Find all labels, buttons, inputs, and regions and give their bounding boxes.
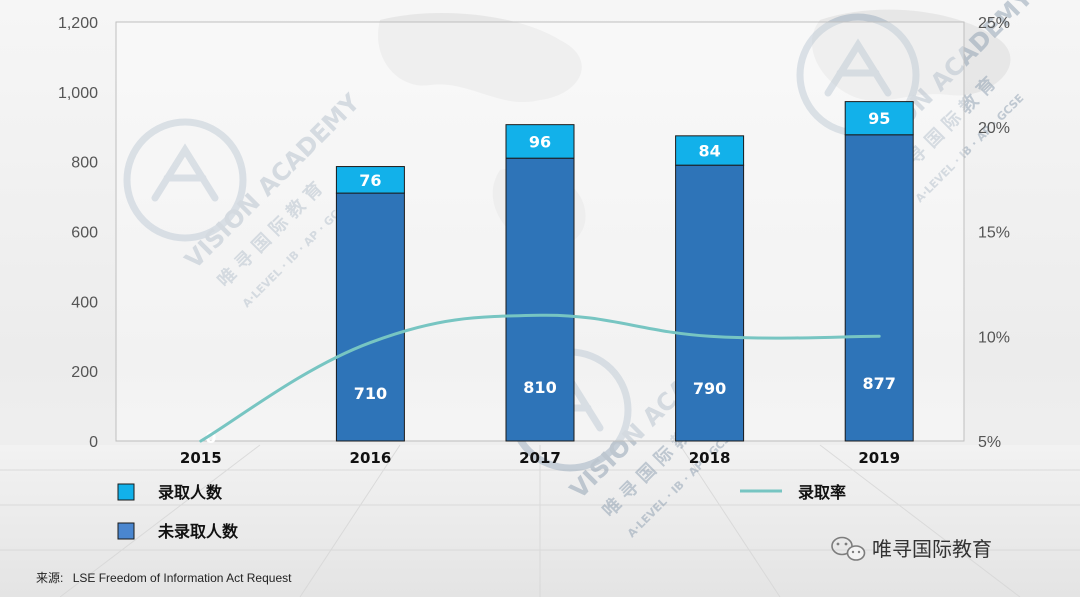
- bar-value-label-rejected: 790: [693, 379, 726, 398]
- bar-value-label-admitted: 84: [698, 141, 720, 160]
- y2-tick-label: 25%: [978, 15, 1010, 32]
- y2-tick-label: 15%: [978, 225, 1010, 242]
- y-tick-label: 1,000: [58, 85, 98, 102]
- legend-label-admitted: 录取人数: [158, 483, 223, 502]
- brand: 唯寻国际教育: [831, 536, 992, 561]
- legend-label-rate: 录取率: [798, 483, 846, 502]
- bar-rejected: [505, 157, 575, 442]
- series-line-admission-rate: [199, 313, 881, 443]
- bar-admitted: [505, 124, 575, 159]
- y-tick-label: 400: [71, 294, 98, 311]
- y-axis-left: 0 200 400 600 800 1,000 1,200: [58, 15, 98, 451]
- wechat-icon: [831, 536, 866, 561]
- bar-admitted: [335, 166, 405, 194]
- bar-rejected: [844, 134, 914, 442]
- bar-rejected: [335, 192, 405, 442]
- legend-swatch-admitted: [117, 483, 135, 501]
- y2-tick-label: 5%: [978, 434, 1001, 451]
- y-tick-label: 800: [71, 155, 98, 172]
- y-tick-label: 0: [89, 434, 98, 451]
- background-decoration: [0, 9, 1080, 597]
- bar-admitted: [675, 135, 745, 166]
- brand-name: 唯寻国际教育: [872, 537, 992, 561]
- bar-value-label-admitted: 96: [529, 132, 551, 151]
- x-tick-label: 2018: [689, 449, 731, 467]
- y-tick-label: 200: [71, 364, 98, 381]
- bar-series: 0 710 76 810 96 790 84 877 95: [205, 101, 914, 447]
- bar-value-label-rejected: 710: [354, 384, 387, 403]
- x-tick-label: 2019: [858, 449, 900, 467]
- legend-swatch-rejected: [117, 522, 135, 540]
- bar-value-label-rejected: 877: [862, 374, 895, 393]
- y-tick-label: 600: [71, 225, 98, 242]
- bar-value-label-admitted: 76: [359, 171, 381, 190]
- legend: 录取人数 未录取人数 录取率: [117, 483, 846, 541]
- x-tick-label: 2016: [350, 449, 392, 467]
- x-tick-label: 2017: [519, 449, 561, 467]
- bar-value-label-rejected: 0: [205, 428, 216, 447]
- x-tick-label: 2015: [180, 449, 222, 467]
- y-tick-label: 1,200: [58, 15, 98, 32]
- bar-admitted: [844, 101, 914, 136]
- bar-rejected: [675, 164, 745, 442]
- y-axis-right: 5% 10% 15% 20% 25%: [978, 15, 1010, 451]
- bar-value-label-admitted: 95: [868, 109, 890, 128]
- bar-value-label-rejected: 810: [523, 378, 556, 397]
- y2-tick-label: 10%: [978, 329, 1010, 346]
- source-label: 来源:: [36, 571, 63, 585]
- source-text: LSE Freedom of Information Act Request: [73, 571, 292, 585]
- y2-tick-label: 20%: [978, 120, 1010, 137]
- legend-label-rejected: 未录取人数: [157, 522, 239, 541]
- source-note: 来源: LSE Freedom of Information Act Reque…: [36, 571, 292, 585]
